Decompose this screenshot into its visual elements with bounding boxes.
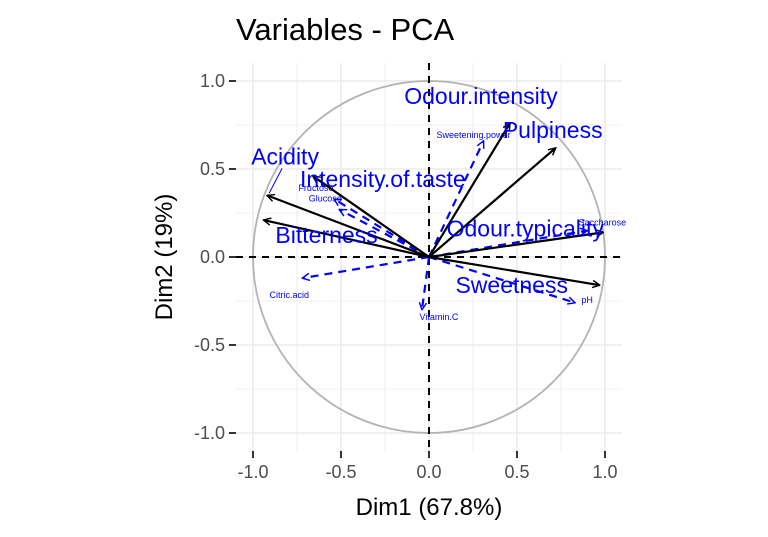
active-arrow-odour-typicality [428,232,603,259]
active-arrow-acidity [267,195,430,259]
supp-label-vitamin-c: Vitamin.C [420,312,459,322]
chart-title: Variables - PCA [236,12,455,47]
x-tick-label: -0.5 [325,462,356,482]
supp-label-ph: pH [581,295,593,305]
active-arrow-pulpiness [428,148,556,258]
x-tick-label: 0.5 [504,462,529,482]
active-arrow-sweetness [428,255,600,285]
supp-arrow-vitamin-c [422,256,431,310]
active-arrow-intensity-of-taste [313,176,430,258]
active-label-pulpiness: Pulpiness [503,117,603,143]
y-tick-label: 0.0 [200,247,225,267]
supp-arrow-fructose [334,197,430,258]
supp-label-citric-acid: Citric.acid [270,290,310,300]
active-label-odour-typicality: Odour.typicality [447,215,605,241]
y-tick-label: -0.5 [194,335,225,355]
x-tick-label: 1.0 [592,462,617,482]
active-label-sweetness: Sweetness [455,272,568,298]
supp-label-saccharose: Saccharose [579,218,627,228]
y-axis-title: Dim2 (19%) [151,194,178,321]
active-label-odour-intensity: Odour.intensity [404,83,558,109]
x-axis-title: Dim1 (67.8%) [356,494,503,521]
active-label-bitterness: Bitterness [275,222,377,248]
supp-arrow-glucose [339,208,430,258]
active-variables: Odour.intensity Pulpiness AcidityIntensity… [251,83,604,298]
supp-arrow-citric-acid [302,255,430,278]
y-tick-label: 0.5 [200,159,225,179]
axes: -1.0 -0.5 0.0 0.5 1.0 -1.0 -0.5 0.0 0.5 1.0 [194,71,618,482]
active-label-acidity: Acidity [251,143,319,169]
x-tick-label: -1.0 [237,462,268,482]
active-arrow-bitterness [264,220,430,259]
x-tick-label: 0.0 [416,462,441,482]
active-label-intensity-of-taste: Intensity.of.taste [300,166,466,192]
y-tick-label: -1.0 [194,423,225,443]
acidity-label-leader [268,168,283,194]
supp-arrow-saccharose [428,231,587,259]
supp-label-sweetening-power: Sweetening.power [437,130,511,140]
supp-label-glucose: Glucose [309,193,342,203]
supp-label-fructose: Fructose [298,183,333,193]
y-tick-label: 1.0 [200,71,225,91]
supp-arrow-sweetening-power [428,141,485,258]
supp-arrow-ph [428,255,575,303]
active-arrow-odour-intensity [428,123,511,258]
